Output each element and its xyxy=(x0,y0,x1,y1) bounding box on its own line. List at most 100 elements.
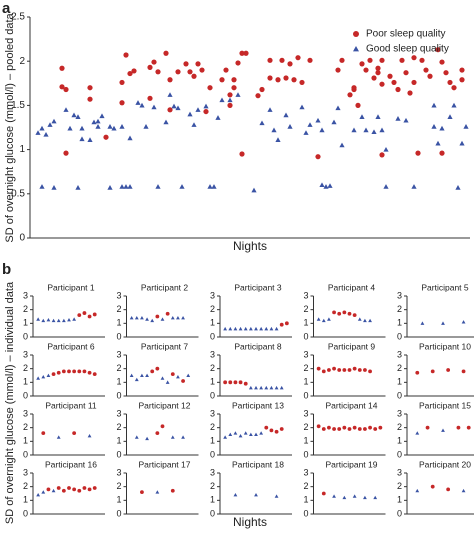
point xyxy=(87,85,93,91)
y-tick-label: 1 xyxy=(210,377,215,387)
legend-marker xyxy=(353,46,359,52)
y-tick-label: 0 xyxy=(23,331,28,341)
y-tick-label: 3 xyxy=(23,349,28,359)
point xyxy=(378,425,383,430)
panel-title: Participant 2 xyxy=(141,282,189,292)
point xyxy=(271,127,277,133)
point xyxy=(275,77,281,83)
point xyxy=(264,425,269,430)
point xyxy=(134,377,139,382)
point xyxy=(127,70,133,77)
point xyxy=(327,317,331,321)
point xyxy=(403,117,409,123)
point xyxy=(145,436,149,441)
point xyxy=(191,122,197,127)
panel-title: Participant 15 xyxy=(419,400,471,410)
point xyxy=(251,187,257,193)
point xyxy=(233,380,238,385)
point xyxy=(67,369,71,374)
point xyxy=(155,490,160,494)
point xyxy=(254,385,258,390)
y-tick-label: 1 xyxy=(116,495,121,505)
point xyxy=(332,427,336,431)
point xyxy=(363,127,369,133)
point xyxy=(134,435,139,439)
point xyxy=(357,427,362,431)
y-tick-label: 2 xyxy=(397,363,402,373)
point xyxy=(287,124,293,129)
point xyxy=(342,425,347,430)
y-tick-label: 1 xyxy=(116,436,121,446)
panel-title: Participant 14 xyxy=(326,400,378,410)
point xyxy=(155,184,161,189)
point xyxy=(379,127,385,133)
y-tick-label: 1 xyxy=(210,436,215,446)
point xyxy=(77,488,82,493)
point xyxy=(323,184,329,189)
point xyxy=(127,184,133,189)
panel-title: Participant 20 xyxy=(419,459,471,469)
point xyxy=(461,320,466,324)
point xyxy=(176,315,180,320)
point xyxy=(176,374,180,379)
point xyxy=(92,312,97,317)
point xyxy=(51,185,57,190)
y-tick-label: 3 xyxy=(23,408,28,418)
point xyxy=(41,318,46,323)
y-tick-label: 2 xyxy=(116,363,121,373)
point xyxy=(41,374,46,379)
point xyxy=(95,124,101,129)
point xyxy=(259,431,264,435)
y-tick-label: 2 xyxy=(303,363,308,373)
panel-title: Participant 16 xyxy=(45,459,97,469)
point xyxy=(183,61,189,67)
point xyxy=(303,130,309,135)
y-tick-label: 1 xyxy=(116,377,121,387)
point xyxy=(284,321,289,326)
point xyxy=(43,131,49,137)
point xyxy=(254,326,258,331)
point xyxy=(368,425,372,430)
point xyxy=(455,185,461,190)
point xyxy=(228,432,233,437)
panel-label: a xyxy=(2,0,11,17)
y-tick-label: 1 xyxy=(303,318,308,328)
y-tick-label: 1 xyxy=(19,144,25,155)
panel-title: Participant 5 xyxy=(421,282,469,292)
point xyxy=(275,137,281,142)
y-tick-label: 2 xyxy=(303,304,308,314)
y-tick-label: 1 xyxy=(397,436,402,446)
point xyxy=(167,107,173,113)
point xyxy=(181,379,185,383)
point xyxy=(63,107,69,112)
point xyxy=(170,315,175,320)
y-tick-label: 2 xyxy=(116,422,121,432)
point xyxy=(75,114,81,119)
point xyxy=(363,368,367,372)
point xyxy=(92,372,97,377)
legend-marker xyxy=(353,31,359,37)
y-tick-label: 3 xyxy=(210,408,215,418)
point xyxy=(41,490,46,494)
point xyxy=(140,315,144,320)
point xyxy=(446,368,451,372)
point xyxy=(321,369,326,374)
panel-title: Participant 11 xyxy=(45,400,97,410)
point xyxy=(419,57,425,63)
point xyxy=(87,96,93,102)
point xyxy=(279,322,284,327)
point xyxy=(56,486,61,490)
point xyxy=(456,425,461,430)
y-tick-label: 1 xyxy=(397,495,402,505)
point xyxy=(59,84,65,90)
point xyxy=(228,380,233,385)
point xyxy=(82,311,87,315)
point xyxy=(35,130,41,135)
point xyxy=(295,55,301,61)
point xyxy=(203,103,209,109)
point xyxy=(170,435,175,439)
y-tick-label: 0 xyxy=(303,331,308,341)
point xyxy=(259,326,264,331)
point xyxy=(150,318,155,323)
point xyxy=(227,92,233,98)
